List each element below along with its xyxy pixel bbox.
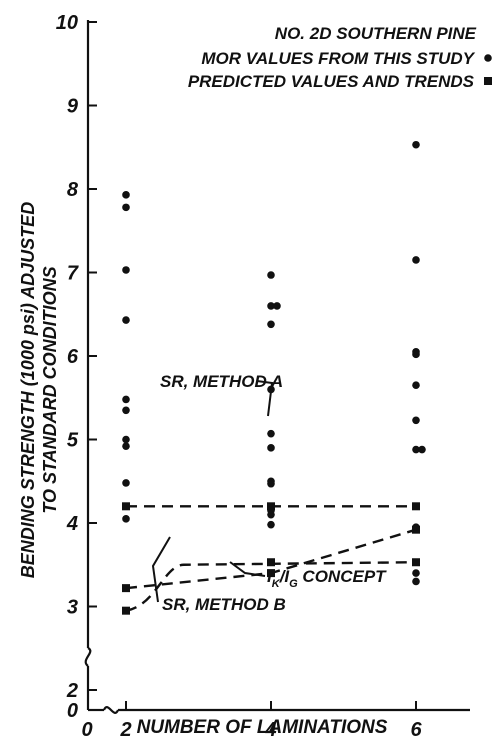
mor-point: [122, 406, 130, 415]
mor-point: [122, 442, 130, 450]
axes: [84, 20, 470, 714]
mor-point: [122, 435, 130, 444]
mor-point: [122, 479, 130, 487]
mor-point: [122, 515, 130, 523]
mor-point: [412, 350, 420, 359]
y-tick-label: 9: [67, 96, 79, 118]
legend-marker-square: [484, 77, 492, 85]
y-tick-label: 8: [67, 179, 79, 201]
mor-point: [412, 569, 420, 577]
mor-point: [267, 479, 275, 488]
x-tick-label: 0: [81, 719, 92, 741]
y-axis-label-line2: TO STANDARD CONDITIONS: [40, 266, 60, 513]
mor-point: [412, 577, 420, 586]
x-tick-label: 4: [264, 719, 276, 741]
legend: NO. 2D SOUTHERN PINE MOR VALUES FROM THI…: [188, 24, 492, 91]
legend-entry-mor: MOR VALUES FROM THIS STUDY: [201, 49, 475, 68]
mor-point: [122, 316, 130, 324]
mor-point: [412, 381, 420, 390]
annotation-method-a-leader: [256, 380, 274, 417]
data-points: [122, 140, 426, 586]
y-tick-label: 10: [56, 12, 78, 34]
y-tick-label: 2: [66, 680, 78, 702]
predicted-point: [122, 502, 130, 511]
trend-line-2: [125, 561, 417, 612]
y-tick-label: 6: [67, 346, 79, 368]
predicted-point: [267, 558, 275, 567]
legend-title: NO. 2D SOUTHERN PINE: [275, 24, 477, 43]
predicted-point: [122, 606, 130, 615]
annotations: SR, METHOD A IK/IG CONCEPT SR, METHOD B: [151, 372, 387, 614]
y-tick-label: 4: [66, 513, 78, 535]
mor-point: [267, 429, 275, 438]
mor-point: [412, 445, 420, 454]
x-axis-label: NUMBER OF LAMINATIONS: [137, 717, 388, 738]
mor-point: [122, 203, 130, 212]
x-tick-label: 6: [410, 719, 422, 741]
y-axis-break: [84, 647, 92, 667]
mor-point: [412, 416, 420, 425]
predicted-point: [122, 584, 130, 593]
mor-point: [412, 140, 420, 149]
x-tick-label: 2: [119, 719, 131, 741]
legend-marker-circle: [484, 54, 492, 62]
mor-point: [267, 320, 275, 329]
mor-point: [122, 395, 130, 404]
mor-point: [122, 191, 130, 199]
mor-point: [412, 256, 420, 264]
legend-entry-predicted: PREDICTED VALUES AND TRENDS: [188, 72, 475, 91]
mor-point: [267, 520, 275, 529]
mor-point: [418, 445, 426, 454]
annotation-method-b: SR, METHOD B: [162, 595, 286, 614]
mor-point: [267, 444, 275, 452]
predicted-point: [267, 502, 275, 511]
y-tick-label: 5: [67, 430, 79, 452]
y-axis-label-line1: BENDING STRENGTH (1000 psi) ADJUSTED: [18, 202, 38, 578]
annotation-method-b-leader: [151, 536, 171, 603]
y-tick-label: 7: [67, 263, 79, 285]
mor-point: [412, 523, 420, 531]
mor-point: [267, 302, 275, 310]
annotation-method-a: SR, METHOD A: [160, 372, 283, 391]
mor-point: [267, 271, 275, 279]
trend-lines: [122, 502, 420, 615]
mor-point: [122, 266, 130, 274]
y-tick-label: 0: [67, 700, 78, 722]
annotation-ik-ig-concept: IK/IG CONCEPT: [267, 567, 387, 590]
x-axis-break: [102, 706, 120, 714]
mor-point: [267, 510, 275, 519]
y-tick-label: 3: [67, 597, 78, 619]
mor-point: [273, 302, 281, 310]
predicted-point: [267, 569, 275, 578]
annotation-ik-ig-leader: [229, 561, 266, 577]
predicted-point: [412, 558, 420, 567]
predicted-point: [412, 502, 420, 511]
